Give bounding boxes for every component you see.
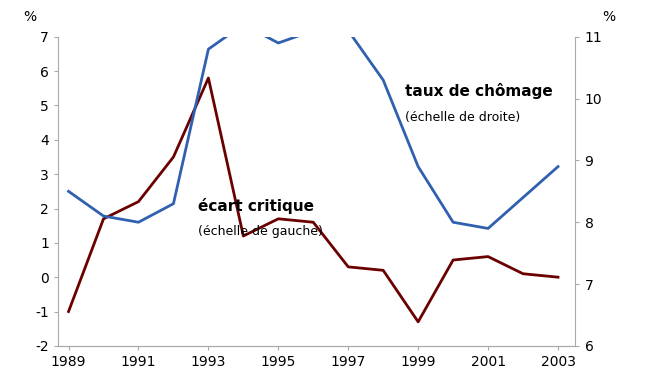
Text: écart critique: écart critique (198, 198, 313, 214)
Text: %: % (23, 11, 36, 24)
Text: taux de chômage: taux de chômage (404, 83, 553, 99)
Text: (échelle de droite): (échelle de droite) (404, 111, 520, 124)
Text: %: % (602, 11, 616, 24)
Text: (échelle de gauche): (échelle de gauche) (198, 225, 322, 238)
